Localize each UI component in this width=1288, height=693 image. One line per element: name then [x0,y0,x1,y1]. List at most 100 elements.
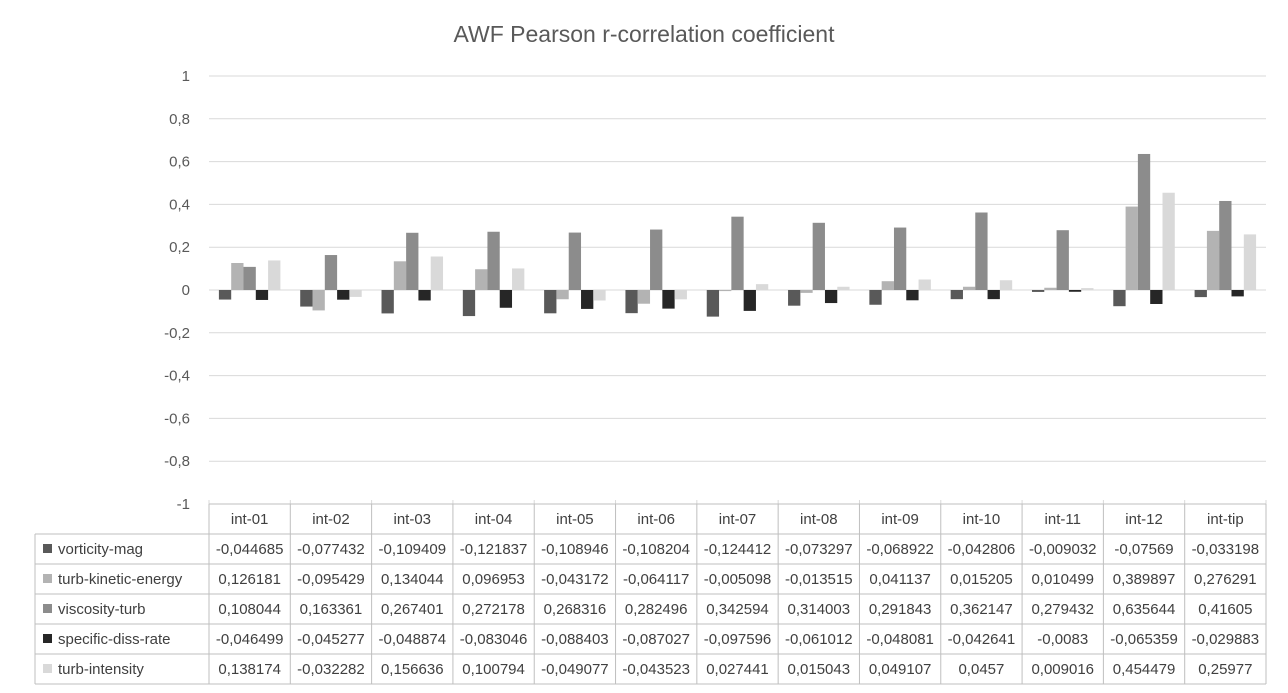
data-label: -0,029883 [1192,631,1260,648]
bar-viscosity-turb-int-tip [1219,200,1232,290]
bar-vorticity-mag-int-03 [381,290,394,314]
bar-specific-diss-rate-int-11 [1068,290,1082,292]
data-label: -0,108204 [622,541,690,558]
data-label: -0,042806 [948,541,1016,558]
bar-vorticity-mag-int-12 [1113,290,1126,307]
bar-vorticity-mag-int-11 [1031,290,1045,292]
data-label: 0,0457 [958,661,1004,678]
data-label: 0,108044 [218,601,281,618]
data-label: 0,126181 [218,571,281,588]
bar-viscosity-turb-int-06 [650,229,663,290]
category-label: int-tip [1207,511,1244,528]
data-label: -0,048081 [866,631,934,648]
bar-specific-diss-rate-int-01 [255,290,269,300]
category-label: int-09 [881,511,919,528]
bar-turb-intensity-int-07 [755,284,769,290]
bar-viscosity-turb-int-05 [568,232,582,290]
data-label: -0,077432 [297,541,365,558]
bar-specific-diss-rate-int-tip [1231,290,1244,297]
bar-viscosity-turb-int-02 [324,255,338,290]
bar-viscosity-turb-int-11 [1056,230,1069,290]
bar-turb-intensity-int-08 [837,286,850,290]
data-label: -0,044685 [216,541,284,558]
data-label: 0,272178 [462,601,525,618]
legend-swatch-viscosity-turb [43,604,52,613]
bar-turb-intensity-int-03 [430,256,444,290]
bar-vorticity-mag-int-05 [544,290,557,314]
bar-vorticity-mag-int-10 [950,290,963,300]
bar-turb-intensity-int-09 [918,279,931,290]
bar-turb-intensity-int-05 [593,290,606,301]
bar-specific-diss-rate-int-09 [906,290,919,301]
bars [218,153,1257,317]
data-label: 0,276291 [1194,571,1257,588]
bar-viscosity-turb-int-09 [893,227,907,290]
bar-specific-diss-rate-int-08 [824,290,838,304]
data-label: 0,267401 [381,601,444,618]
bar-viscosity-turb-int-12 [1137,153,1151,290]
data-label: 0,010499 [1031,571,1094,588]
legend-label-vorticity-mag: vorticity-mag [58,541,143,558]
category-label: int-06 [637,511,675,528]
bar-vorticity-mag-int-04 [462,290,476,317]
bar-turb-kinetic-energy-int-02 [312,290,325,311]
y-tick-label: 0,8 [169,111,190,128]
bar-turb-kinetic-energy-int-05 [556,290,569,300]
data-label: 0,282496 [625,601,688,618]
data-label: 0,009016 [1031,661,1094,678]
data-label: -0,109409 [378,541,446,558]
bar-turb-kinetic-energy-int-09 [881,281,894,290]
y-tick-label: 0,4 [169,196,190,213]
legend-swatch-specific-diss-rate [43,634,52,643]
legend-swatch-turb-intensity [43,664,52,673]
data-label: 0,41605 [1198,601,1252,618]
bar-turb-kinetic-energy-int-11 [1044,287,1057,290]
data-label: 0,362147 [950,601,1013,618]
bar-vorticity-mag-int-09 [869,290,882,305]
data-label: -0,108946 [541,541,609,558]
data-label: -0,065359 [1110,631,1178,648]
data-label: 0,041137 [869,571,930,588]
data-label: -0,087027 [622,631,690,648]
category-label: int-03 [394,511,432,528]
bar-vorticity-mag-int-01 [218,290,232,300]
category-label: int-02 [312,511,350,528]
bar-turb-intensity-int-04 [512,268,525,290]
category-label: int-05 [556,511,594,528]
y-tick-label: -0,8 [164,453,190,470]
data-label: -0,0083 [1037,631,1088,648]
bar-turb-kinetic-energy-int-03 [393,261,407,290]
data-label: 0,134044 [381,571,444,588]
bar-viscosity-turb-int-01 [243,266,256,290]
data-label: -0,043523 [622,661,690,678]
bar-turb-kinetic-energy-int-10 [962,286,976,290]
bar-turb-intensity-int-06 [674,290,687,300]
category-label: int-11 [1045,511,1081,528]
data-label: 0,342594 [706,601,769,618]
category-label: int-08 [800,511,838,528]
y-axis-ticks: 1 0,8 0,6 0,4 0,2 0 -0,2 -0,4 -0,6 -0,8 -1 [164,68,190,513]
y-tick-label: 0 [182,282,190,299]
category-label: int-07 [719,511,757,528]
bar-specific-diss-rate-int-12 [1150,290,1163,304]
data-label: 0,635644 [1113,601,1176,618]
bar-specific-diss-rate-int-05 [581,290,594,309]
data-label: -0,095429 [297,571,365,588]
bar-vorticity-mag-int-06 [625,290,638,314]
data-label: -0,033198 [1192,541,1260,558]
data-label: 0,163361 [300,601,363,618]
bar-turb-intensity-int-12 [1162,192,1175,290]
y-tick-label: -0,4 [164,368,190,385]
data-label: 0,096953 [462,571,525,588]
data-label: -0,049077 [541,661,609,678]
data-label: -0,121837 [460,541,528,558]
data-label: 0,015043 [788,661,851,678]
bar-viscosity-turb-int-03 [406,232,419,290]
bar-turb-intensity-int-10 [999,280,1013,290]
data-label: -0,032282 [297,661,365,678]
bar-specific-diss-rate-int-02 [337,290,350,300]
bar-vorticity-mag-int-07 [706,290,720,317]
bar-vorticity-mag-int-08 [788,290,801,306]
data-label: -0,073297 [785,541,853,558]
